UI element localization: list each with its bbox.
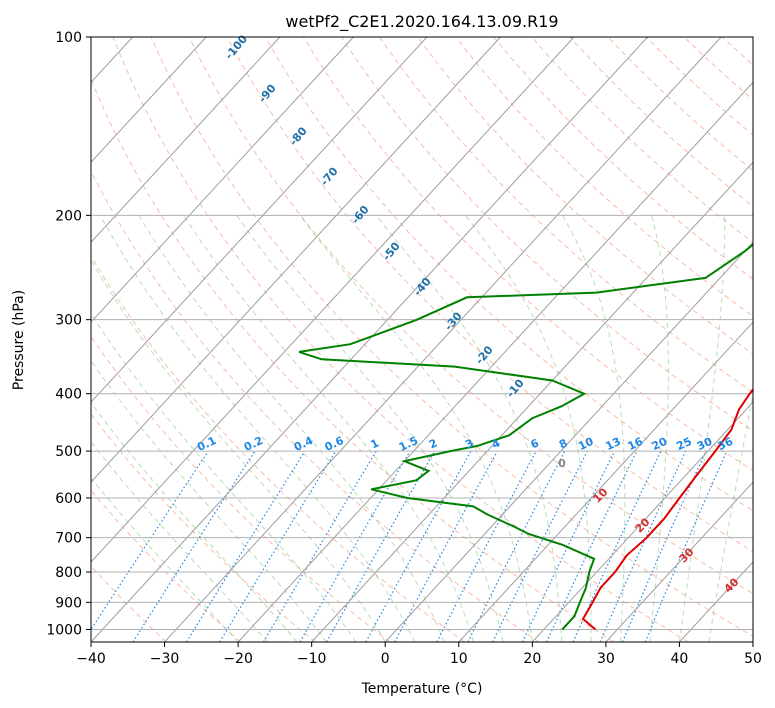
moist-adiabat-line	[562, 215, 626, 642]
dry-adiabat-line	[91, 78, 614, 642]
y-tick-label: 700	[55, 531, 82, 547]
y-tick-label: 300	[55, 313, 82, 329]
dry-adiabat-line	[91, 335, 391, 642]
moist-adiabat-line	[91, 477, 239, 642]
mixing-ratio-label: 20	[650, 435, 670, 453]
dry-adiabat-line	[91, 413, 316, 642]
mixing-ratio-line	[492, 450, 588, 642]
mixing-ratio-line	[326, 450, 436, 642]
dewpoint-line	[298, 243, 753, 631]
mixing-ratio-line	[394, 450, 498, 642]
mixing-ratio-line	[365, 450, 472, 642]
moist-adiabat-line	[91, 401, 298, 642]
y-tick-label: 900	[55, 595, 82, 611]
x-axis-label: Temperature (°C)	[361, 681, 483, 697]
x-tick-label: 10	[450, 651, 468, 667]
x-tick-label: −30	[150, 651, 180, 667]
mixing-ratio-line	[186, 450, 306, 642]
y-tick-label: 800	[55, 565, 82, 581]
x-tick-label: 20	[523, 651, 541, 667]
x-tick-label: 40	[671, 651, 689, 667]
isotherm-line	[311, 161, 753, 642]
mixing-ratio-line	[219, 450, 337, 642]
moist-adiabat-line	[236, 215, 504, 642]
y-tick-label: 100	[55, 30, 82, 46]
dry-adiabat-label: 0	[558, 457, 566, 470]
isotherm-line	[91, 37, 428, 403]
x-axis-ticks: −40 −30 −20 −10 0 10 20 30 40 50	[76, 642, 762, 667]
moist-adiabat-line	[708, 390, 753, 642]
isotherm-line	[91, 37, 281, 243]
moist-adiabat-line	[183, 215, 474, 642]
isotherm-line	[605, 481, 753, 642]
dry-adiabat-line	[112, 37, 689, 642]
moist-adiabat-line	[375, 214, 563, 642]
x-tick-label: 30	[597, 651, 615, 667]
y-tick-label: 1000	[46, 622, 82, 638]
isotherm-line	[384, 241, 753, 642]
grid-lines	[91, 37, 753, 642]
y-axis-ticks: 100 200 300 400 500 600 700 800 900 1000	[46, 30, 91, 638]
moist-adiabat-line	[649, 215, 669, 642]
mixing-ratio-line	[599, 450, 687, 642]
dry-adiabat-line	[188, 37, 753, 595]
mixing-ratio-label: 10	[576, 435, 596, 453]
dry-adiabat-line	[91, 254, 465, 642]
isotherm-line	[164, 37, 722, 642]
dry-adiabat-line	[91, 170, 540, 642]
x-tick-label: −20	[223, 651, 253, 667]
mixing-ratio-label: 13	[604, 435, 623, 453]
moist-adiabat-line	[299, 215, 533, 642]
plot-frame	[90, 36, 754, 643]
isotherm-line	[91, 37, 354, 323]
background-lines	[91, 37, 753, 642]
moist-adiabat-line	[91, 259, 386, 642]
moist-adiabat-line	[91, 312, 357, 642]
y-axis-label: Pressure (hPa)	[11, 290, 27, 390]
mixing-ratio-line	[622, 450, 707, 642]
mixing-ratio-line	[91, 450, 209, 631]
plot-area	[91, 37, 753, 642]
isotherm-line	[91, 37, 207, 164]
isotherm-line	[91, 37, 575, 563]
isotherm-line	[237, 81, 753, 642]
y-tick-label: 400	[55, 387, 82, 403]
chart-title: wetPf2_C2E1.2020.164.13.09.R19	[285, 12, 558, 32]
profiles	[298, 243, 753, 631]
mixing-ratio-line	[132, 450, 256, 642]
isotherm-line	[91, 37, 501, 483]
y-tick-label: 200	[55, 208, 82, 224]
moist-adiabat-line	[678, 215, 726, 642]
mixing-ratio-label: 36	[716, 435, 736, 453]
dry-adiabat-line	[455, 37, 753, 317]
x-tick-label: 0	[381, 651, 390, 667]
x-tick-label: −40	[76, 651, 106, 667]
isotherm-line	[91, 37, 648, 642]
x-tick-label: 50	[744, 651, 762, 667]
moist-adiabat-line	[138, 215, 445, 642]
moist-adiabat-line	[91, 359, 327, 642]
mixing-ratio-line	[467, 450, 566, 642]
y-tick-label: 600	[55, 491, 82, 507]
mixing-ratio-label: 25	[674, 435, 693, 453]
dry-adiabat-line	[340, 37, 753, 432]
mixing-ratio-label: 30	[695, 435, 715, 453]
x-tick-label: −10	[297, 651, 327, 667]
dry-adiabat-line	[226, 37, 753, 553]
mixing-ratio-label: 16	[626, 435, 646, 453]
y-tick-label: 500	[55, 444, 82, 460]
temperature-line	[581, 387, 753, 631]
dry-adiabat-line	[378, 37, 753, 393]
moist-adiabat-line	[91, 440, 268, 642]
isotherm-line	[531, 401, 753, 642]
